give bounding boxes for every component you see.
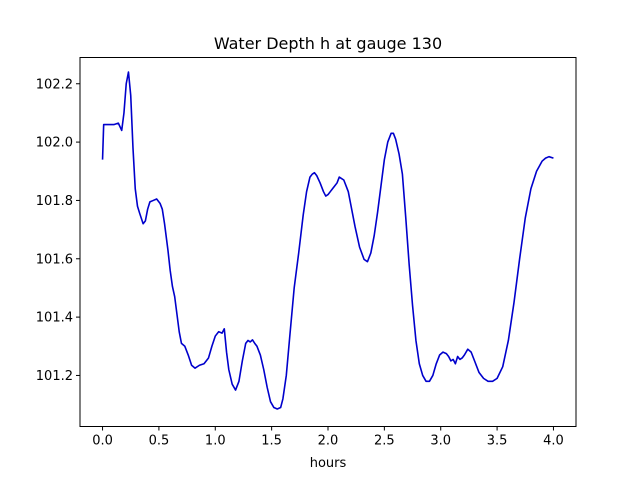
y-tick-label: 101.6 bbox=[36, 252, 73, 267]
plot-area bbox=[101, 71, 554, 410]
x-axis: 0.0 0.5 1.0 1.5 2.0 2.5 3.0 3.5 4.0 bbox=[92, 426, 564, 449]
x-tick-label: 0.0 bbox=[92, 434, 113, 449]
y-tick-label: 101.4 bbox=[36, 311, 73, 326]
y-tick-label: 101.8 bbox=[36, 194, 73, 209]
y-tick-label: 102.2 bbox=[36, 77, 73, 92]
x-tick-label: 3.5 bbox=[487, 434, 508, 449]
chart-title: Water Depth h at gauge 130 bbox=[214, 34, 442, 53]
x-tick-label: 1.5 bbox=[261, 434, 282, 449]
x-tick-label: 0.5 bbox=[149, 434, 170, 449]
x-tick-label: 4.0 bbox=[543, 434, 564, 449]
x-axis-title: hours bbox=[310, 456, 347, 471]
y-tick-label: 101.2 bbox=[36, 369, 73, 384]
x-tick-label: 2.5 bbox=[374, 434, 395, 449]
plot-frame bbox=[79, 57, 577, 427]
x-tick-label: 1.0 bbox=[205, 434, 226, 449]
series-line bbox=[101, 71, 554, 410]
x-tick-label: 2.0 bbox=[318, 434, 339, 449]
y-tick-label: 102.0 bbox=[36, 136, 73, 151]
y-axis: 101.2 101.4 101.6 101.8 102.0 102.2 bbox=[36, 77, 80, 384]
x-tick-label: 3.0 bbox=[430, 434, 451, 449]
